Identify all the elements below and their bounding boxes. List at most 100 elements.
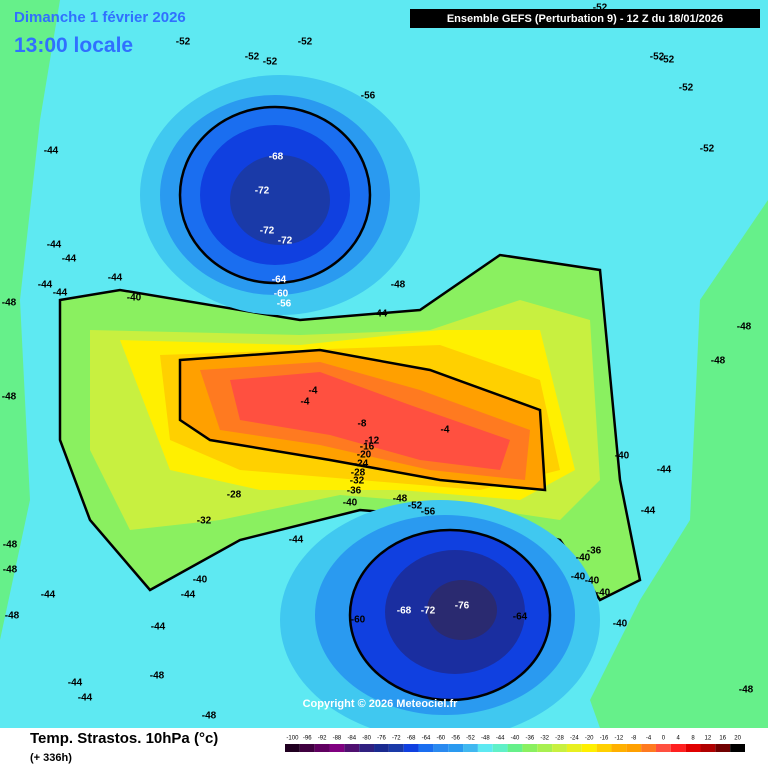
time-label: 13:00 locale <box>14 34 133 57</box>
scale-swatch <box>670 744 686 752</box>
contour-label: -48 <box>3 540 18 551</box>
contour-label: -68 <box>269 152 284 163</box>
scale-swatch <box>507 744 523 752</box>
scale-label: -64 <box>422 736 431 742</box>
scale-swatch <box>344 744 360 752</box>
scale-swatch <box>299 744 315 752</box>
copyright: Copyright © 2026 Meteociel.fr <box>303 698 459 710</box>
contour-label: -72 <box>421 606 436 617</box>
scale-label: 12 <box>705 736 712 742</box>
contour-label: -52 <box>679 83 694 94</box>
contour-label: -48 <box>711 356 726 367</box>
contour-label: -36 <box>347 486 362 497</box>
scale-label: -24 <box>570 736 579 742</box>
contour-label: -40 <box>193 575 208 586</box>
scale-label: -88 <box>333 736 342 742</box>
contour-label: -12 <box>365 436 380 447</box>
contour-label: -40 <box>615 451 630 462</box>
scale-label: 16 <box>719 736 726 742</box>
contour-label: -16 <box>360 442 375 453</box>
scale-swatch <box>492 744 508 752</box>
contour-label: -44 <box>78 693 93 704</box>
contour-label: -44 <box>41 590 56 601</box>
scale-label: -96 <box>303 736 312 742</box>
contour-label: -40 <box>343 498 358 509</box>
contour-label: -40 <box>585 576 600 587</box>
scale-label: -72 <box>392 736 401 742</box>
contour-label: -8 <box>358 419 367 430</box>
contour-label: -52 <box>263 57 278 68</box>
scale-swatch <box>433 744 449 752</box>
scale-swatch <box>700 744 716 752</box>
scale-label: -80 <box>362 736 371 742</box>
contour-label: -52 <box>650 52 665 63</box>
cold-vortex-south <box>280 500 600 740</box>
contour-label: -60 <box>351 615 366 626</box>
contour-label: -72 <box>278 236 293 247</box>
contour-label: -48 <box>2 298 17 309</box>
contour-label: -48 <box>2 392 17 403</box>
scale-swatch <box>418 744 434 752</box>
contour-label: -52 <box>700 144 715 155</box>
contour-label: -56 <box>361 91 376 102</box>
parameter: Temp. Strastos. 10hPa (°c) <box>30 730 218 747</box>
scale-label: 20 <box>734 736 741 742</box>
contour-label: -20 <box>357 450 372 461</box>
scale-label: -36 <box>526 736 535 742</box>
contour-label: -32 <box>197 516 212 527</box>
contour-label: -44 <box>44 146 59 157</box>
scale-swatch <box>522 744 538 752</box>
scale-swatch <box>329 744 345 752</box>
contour-label: -52 <box>176 37 191 48</box>
model-box <box>410 9 760 28</box>
contour-label: -72 <box>260 226 275 237</box>
contour-label: -48 <box>3 565 18 576</box>
warm-regions <box>0 0 768 728</box>
contour-label: -48 <box>739 685 754 696</box>
contour-label: -44 <box>68 678 83 689</box>
scale-swatch <box>566 744 582 752</box>
contour-label: -40 <box>576 553 591 564</box>
contour-label: -56 <box>277 299 292 310</box>
scale-swatch <box>596 744 612 752</box>
scale-swatch <box>611 744 627 752</box>
scale-label: -92 <box>318 736 327 742</box>
contour-label: -48 <box>5 611 20 622</box>
model-title: Ensemble GEFS (Perturbation 9) - 12 Z du… <box>447 13 723 25</box>
contour-labels: -52 -52-52 -52-56-68-72-72-72-64-60-56-44-… <box>2 3 754 722</box>
scale-label: -100 <box>286 736 299 742</box>
scale-label: -76 <box>377 736 386 742</box>
contour-label: -36 <box>587 546 602 557</box>
scale-swatch <box>374 744 389 752</box>
contour-label: -44 <box>657 465 672 476</box>
scale-swatch <box>477 744 493 752</box>
contour-label: -4 <box>441 425 450 436</box>
contour-label: -52 <box>245 52 260 63</box>
contour-label: -4 <box>309 386 318 397</box>
scale-swatch <box>685 744 701 752</box>
contour-label: -64 <box>272 275 287 286</box>
scale-swatch <box>641 744 656 752</box>
contour-label: -28 <box>227 490 242 501</box>
contour-label: -44 <box>289 535 304 546</box>
contour-label: -4 <box>301 397 310 408</box>
scale-label: -4 <box>646 736 652 742</box>
scale-swatch <box>388 744 404 752</box>
scale-label: -68 <box>407 736 416 742</box>
contour-label: -44 <box>151 622 166 633</box>
contour-label: -48 <box>391 280 406 291</box>
scale-label: -28 <box>555 736 564 742</box>
contour-label: -44 <box>53 288 68 299</box>
scale-label: -44 <box>496 736 505 742</box>
contour-label: -76 <box>455 601 470 612</box>
scale-label: -8 <box>631 736 637 742</box>
contour-label: -48 <box>202 711 217 722</box>
scale-label: -48 <box>481 736 490 742</box>
contour-label: -72 <box>255 186 270 197</box>
scale-label: -52 <box>466 736 475 742</box>
contour-label: -44 <box>181 590 196 601</box>
contour-label: -44 <box>47 240 62 251</box>
scale-swatch <box>463 744 478 752</box>
